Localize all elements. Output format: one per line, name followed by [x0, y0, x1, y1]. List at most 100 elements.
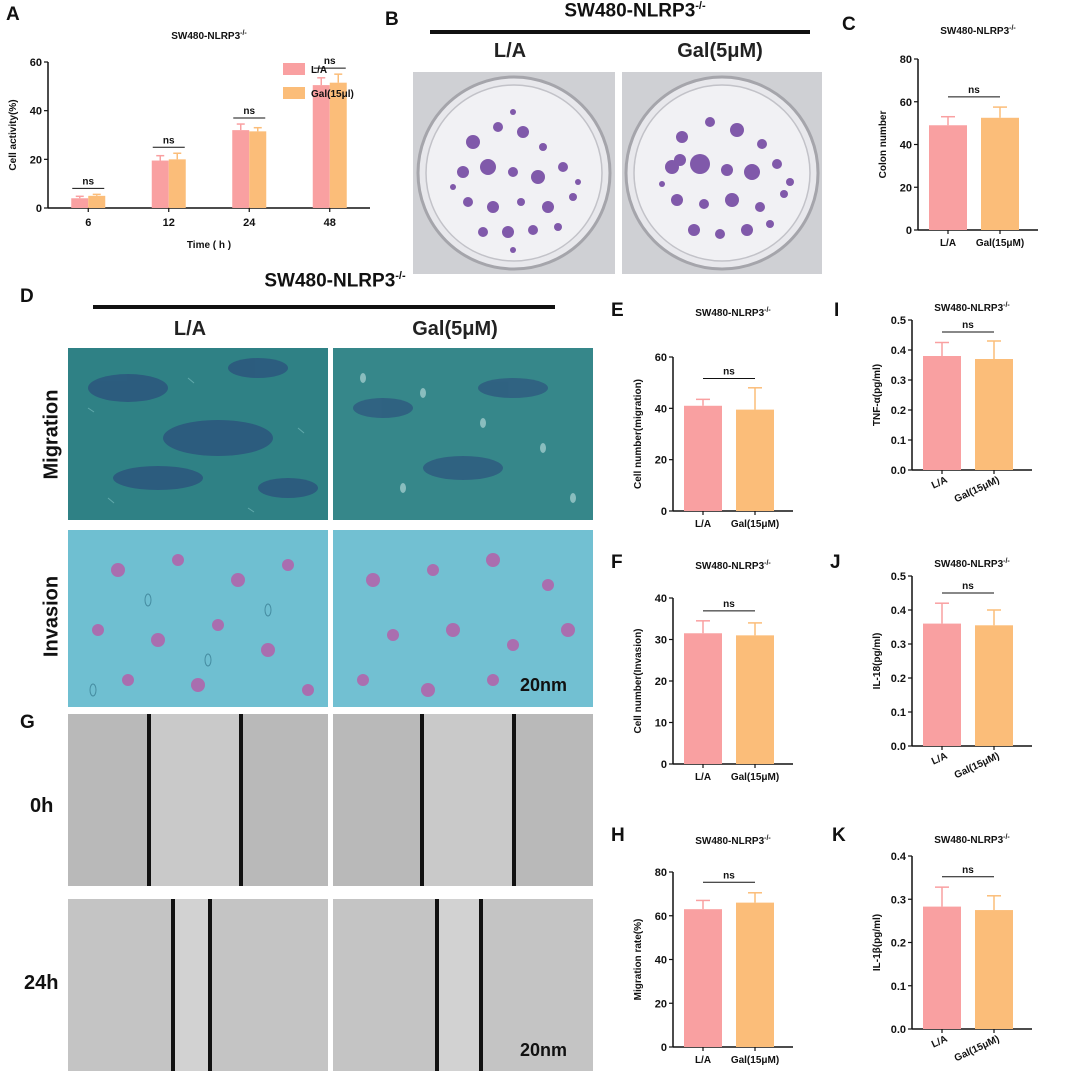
- chart-a-xtick-label: 24: [243, 217, 256, 229]
- chart-e-xtick-label: Gal(15μM): [731, 519, 779, 530]
- chart-c: SW480-NLRP3-/- 0 20 40 60 80 Colon number L/A Ga…: [878, 25, 1038, 249]
- chart-e: SW480-NLRP3-/- 0 20 40 60 Cell number(migrati…: [633, 307, 793, 530]
- chart-f: SW480-NLRP3-/- 0 10 20 30 40 Cell number(Invas…: [633, 560, 793, 783]
- chart-i-ytick-label: 0.4: [891, 345, 907, 357]
- chart-a-xtick-label: 6: [85, 217, 91, 229]
- chart-a-legend-label-la: L/A: [311, 65, 327, 76]
- chart-k-ytick-label: 0.3: [891, 894, 906, 906]
- chart-f-ylabel: Cell number(Invasion): [633, 628, 644, 733]
- chart-e-bar-gal: [736, 409, 774, 511]
- chart-j-ytick-label: 0.3: [891, 639, 906, 651]
- chart-i-ytick-label: 0.1: [891, 435, 906, 447]
- chart-j-title-sup: -/-: [1003, 558, 1010, 565]
- chart-e-ytick-label: 0: [661, 506, 667, 518]
- row-label-24h: 24h: [24, 972, 59, 994]
- wound-image-24h-la: [68, 899, 328, 1071]
- chart-i: SW480-NLRP3-/- 0.0 0.1 0.2 0.3 0.4 0.5 TNF-α(pg…: [872, 302, 1032, 505]
- chart-j-xtick-label: L/A: [930, 751, 949, 768]
- chart-j-ytick-label: 0.4: [891, 605, 907, 617]
- panel-label-i: I: [834, 300, 840, 321]
- chart-c-ytick-label: 80: [900, 54, 912, 66]
- chart-j-title: SW480-NLRP3-/-: [934, 558, 1010, 570]
- colony-plate-gal: [622, 72, 822, 274]
- chart-k-title-sup: -/-: [1003, 834, 1010, 841]
- colony-plate-la: [413, 72, 615, 274]
- chart-k-xtick-label: L/A: [930, 1034, 949, 1051]
- chart-a-ytick-label: 40: [30, 106, 42, 118]
- wound-image-24h-gal: [333, 899, 593, 1071]
- chart-j: SW480-NLRP3-/- 0.0 0.1 0.2 0.3 0.4 0.5 IL-18(pg…: [872, 558, 1032, 781]
- colony-plate-gal-graphic: [622, 72, 822, 274]
- chart-c-ytick-label: 40: [900, 140, 912, 152]
- panel-b-rule: [430, 30, 810, 34]
- chart-k: SW480-NLRP3-/- 0.0 0.1 0.2 0.3 0.4 IL-1β(pg/ml…: [872, 834, 1032, 1064]
- row-label-invasion: Invasion: [40, 575, 63, 658]
- chart-h-ytick-label: 80: [655, 867, 667, 879]
- chart-a-ytick-label: 60: [30, 57, 42, 69]
- chart-f-xtick-label: Gal(15μM): [731, 772, 779, 783]
- chart-i-ytick-label: 0.5: [891, 315, 906, 327]
- chart-h-bar-gal: [736, 902, 774, 1047]
- chart-e-bar-la: [684, 405, 722, 511]
- chart-k-ytick-label: 0.0: [891, 1024, 906, 1036]
- chart-f-xtick-label: L/A: [695, 772, 711, 783]
- chart-k-bar-gal: [975, 910, 1013, 1029]
- chart-e-ytick-label: 40: [655, 403, 667, 415]
- chart-f-ytick-label: 20: [655, 676, 667, 688]
- chart-h-ytick-label: 60: [655, 911, 667, 923]
- chart-k-ytick-label: 0.4: [891, 851, 907, 863]
- chart-a-legend-swatch-la: [283, 63, 305, 75]
- chart-c-ytick-label: 20: [900, 182, 912, 194]
- chart-a-legend-swatch-gal: [283, 87, 305, 99]
- chart-c-bar-gal: [981, 117, 1019, 230]
- chart-j-ytick-label: 0.2: [891, 673, 906, 685]
- invasion-image-la: [68, 530, 328, 707]
- panel-b-group-left: L/A: [493, 40, 527, 62]
- chart-j-bar-la: [923, 623, 961, 746]
- panel-label-g: G: [20, 712, 35, 733]
- chart-a-title: SW480-NLRP3-/-: [171, 30, 247, 42]
- chart-k-xtick-label: Gal(15μM): [953, 1034, 1001, 1064]
- chart-k-ytick-label: 0.1: [891, 981, 906, 993]
- chart-a-bar-la: [71, 198, 89, 208]
- chart-a-xlabel: Time ( h ): [187, 240, 231, 251]
- chart-f-ytick-label: 0: [661, 759, 667, 771]
- chart-e-title-sup: -/-: [764, 307, 771, 314]
- colony-plate-la-graphic: [413, 72, 615, 274]
- chart-a-title-sup: -/-: [240, 30, 247, 37]
- panel-b-header-text: SW480-NLRP3: [564, 0, 696, 22]
- row-label-migration: Migration: [40, 389, 63, 480]
- chart-f-title-sup: -/-: [764, 560, 771, 567]
- chart-h-title: SW480-NLRP3-/-: [695, 835, 771, 847]
- chart-a-bar-gal: [329, 82, 347, 208]
- wound-image-24h-la-graphic: [68, 899, 328, 1071]
- chart-h-bar-la: [684, 909, 722, 1047]
- chart-h-ytick-label: 20: [655, 998, 667, 1010]
- chart-e-ytick-label: 60: [655, 352, 667, 364]
- chart-c-bar-la: [929, 125, 967, 230]
- panel-label-e: E: [611, 300, 624, 321]
- chart-h-ytick-label: 40: [655, 955, 667, 967]
- chart-a-bar-gal: [249, 131, 267, 208]
- panel-label-d: D: [20, 286, 34, 307]
- chart-i-ytick-label: 0.0: [891, 465, 906, 477]
- chart-h-xtick-label: L/A: [695, 1055, 711, 1066]
- invasion-image-gal: [333, 530, 593, 707]
- chart-i-ylabel: TNF-α(pg/ml): [872, 364, 883, 426]
- chart-h-title-sup: -/-: [764, 835, 771, 842]
- chart-i-ytick-label: 0.3: [891, 375, 906, 387]
- chart-j-xtick-label: Gal(15μM): [953, 751, 1001, 781]
- chart-e-ytick-label: 20: [655, 455, 667, 467]
- chart-a-bar-la: [312, 85, 330, 208]
- panel-label-h: H: [611, 825, 625, 846]
- chart-j-ytick-label: 0.5: [891, 571, 906, 583]
- chart-a-sig-label: ns: [82, 176, 94, 187]
- invasion-image-la-graphic: [68, 530, 328, 707]
- panel-label-f: F: [611, 552, 623, 573]
- chart-i-sig-label: ns: [962, 320, 974, 331]
- chart-k-ylabel: IL-1β(pg/ml): [872, 914, 883, 971]
- chart-i-title: SW480-NLRP3-/-: [934, 302, 1010, 314]
- chart-f-ytick-label: 10: [655, 718, 667, 730]
- panel-d-group-left: L/A: [173, 318, 207, 340]
- wound-image-0h-gal: [333, 714, 593, 886]
